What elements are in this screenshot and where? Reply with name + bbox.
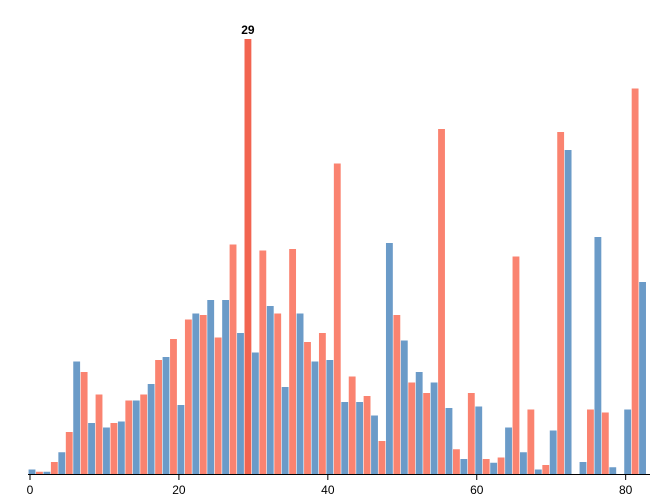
bar (564, 150, 572, 474)
bar (214, 337, 222, 474)
bar (505, 427, 512, 474)
bar (274, 313, 282, 474)
bar (170, 339, 177, 474)
bar (438, 129, 445, 474)
bar (512, 256, 520, 474)
bar (371, 415, 378, 474)
bar (117, 421, 125, 474)
bar (415, 372, 423, 474)
bar (43, 471, 51, 474)
bar (259, 250, 267, 474)
bar (601, 412, 609, 474)
bar (110, 423, 118, 474)
bar (58, 452, 66, 474)
bar (452, 449, 460, 474)
bar (304, 342, 311, 474)
bar (393, 315, 401, 474)
bar (73, 361, 81, 474)
bar (95, 394, 103, 474)
bar (222, 300, 230, 474)
bar (490, 462, 498, 474)
bar (542, 465, 550, 474)
bar (609, 467, 617, 474)
bar (229, 244, 237, 474)
bar (162, 357, 170, 474)
bar (333, 163, 341, 474)
bar (460, 459, 468, 474)
bar (177, 405, 185, 474)
x-axis: 0 20 40 60 80 (27, 474, 650, 497)
bar (289, 249, 297, 474)
bar (237, 333, 244, 474)
bar (251, 352, 259, 474)
bar (318, 333, 326, 474)
bar (341, 402, 349, 474)
bar (36, 471, 43, 474)
bar (549, 430, 557, 474)
bar (385, 243, 393, 474)
bar (192, 313, 200, 474)
bar (199, 315, 207, 474)
bar (65, 432, 73, 474)
bar (482, 459, 490, 474)
bar (266, 306, 274, 474)
bar (475, 406, 483, 474)
bar (326, 360, 334, 474)
bar (155, 360, 163, 474)
bar (579, 462, 587, 474)
bar (103, 427, 110, 474)
bar (348, 376, 356, 474)
bar (50, 462, 58, 474)
bar (140, 394, 148, 474)
x-tick-label: 20 (172, 483, 186, 497)
bar (244, 39, 252, 474)
bar (125, 400, 133, 474)
bar (639, 282, 646, 474)
bar (445, 408, 453, 474)
bar (587, 409, 594, 474)
bar (88, 423, 95, 474)
bar (430, 382, 438, 474)
bar (311, 361, 319, 474)
data-labels: 29 (241, 23, 255, 37)
x-tick-label: 0 (27, 483, 34, 497)
data-label: 29 (241, 23, 255, 37)
bar (467, 393, 475, 474)
bar (527, 409, 535, 474)
bar (296, 313, 304, 474)
bar (281, 387, 289, 474)
bar (28, 469, 36, 474)
bar (147, 384, 155, 474)
bars-layer (28, 39, 646, 474)
x-tick-label: 60 (470, 483, 484, 497)
bar (207, 300, 215, 474)
bar (80, 372, 88, 474)
bar (631, 88, 639, 474)
x-tick-label: 80 (619, 483, 633, 497)
bar (423, 393, 431, 474)
bar (520, 452, 527, 474)
bar (557, 132, 565, 474)
bar (132, 400, 140, 474)
bar (534, 469, 542, 474)
bar (408, 382, 416, 474)
bar (356, 402, 364, 474)
bar (363, 396, 371, 474)
bar (497, 457, 505, 474)
bar (624, 409, 632, 474)
bar (400, 340, 408, 474)
bar (184, 319, 192, 474)
x-tick-label: 40 (321, 483, 335, 497)
bar (594, 237, 602, 474)
bar (378, 441, 386, 474)
